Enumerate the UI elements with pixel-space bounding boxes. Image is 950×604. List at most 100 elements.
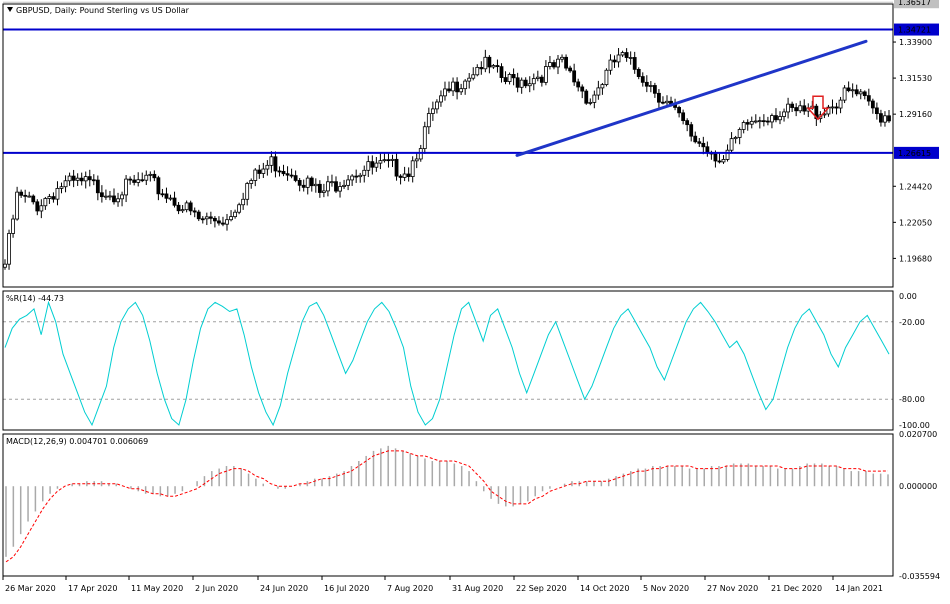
candle-body [124, 178, 128, 196]
price-axis-label: 1.33900 [899, 38, 932, 47]
candle-body [164, 193, 169, 199]
price-axis-label: 1.24420 [899, 182, 932, 191]
candle-body [564, 56, 568, 69]
candle-body [515, 77, 520, 88]
williams-r-pane[interactable]: 0.00 -20.00 -80.00 -100.00 %R(14) -44.73 [3, 292, 930, 430]
candle-body [293, 175, 298, 181]
title-marker-icon [7, 7, 13, 12]
candle-body [766, 120, 770, 123]
candle-body [43, 198, 48, 207]
candle-body [596, 87, 601, 96]
candle-body [136, 179, 141, 183]
candle-body [362, 169, 367, 176]
candle-body [374, 162, 379, 168]
candle-body [467, 77, 472, 82]
candle-body [79, 177, 84, 182]
candle-body [527, 83, 532, 87]
candle-body [644, 81, 649, 87]
candle-body [27, 195, 32, 198]
candle-body [798, 105, 803, 112]
time-axis: 26 Mar 2020 17 Apr 2020 11 May 2020 2 Jun 2… [2, 576, 883, 593]
candle-body [196, 211, 201, 220]
macd-pane[interactable]: 0.020700 0.000000 -0.035594 MACD(12,26,9) 0… [5, 430, 940, 581]
candle-body [749, 121, 754, 125]
candle-body [370, 161, 375, 168]
candle-body [447, 88, 451, 92]
candle-body [701, 142, 706, 148]
candle-body [657, 92, 661, 103]
candle-body [350, 175, 355, 181]
wpr-axis-label: -100.00 [899, 421, 930, 430]
candle-body [713, 153, 718, 162]
candle-body [757, 120, 762, 123]
candle-body [140, 179, 145, 182]
candle-body [116, 198, 120, 203]
candle-body [390, 158, 395, 161]
candle-body [354, 175, 359, 178]
candle-body [838, 99, 843, 109]
level-label: 1.26615 [898, 149, 931, 158]
current-price-tag [894, 0, 939, 9]
price-axis-label: 1.31530 [899, 74, 932, 83]
time-axis-label: 27 Nov 2020 [707, 584, 758, 593]
macd-signal-line[interactable] [5, 450, 889, 563]
current-price-label: 1.36517 [898, 0, 931, 7]
candle-body [426, 113, 431, 128]
candle-body [289, 174, 294, 177]
candle-body [31, 195, 36, 203]
candle-body [495, 65, 500, 68]
level-label-bg [894, 146, 939, 159]
candle-body [612, 59, 617, 63]
candle-body [132, 179, 137, 183]
candle-body [91, 179, 96, 182]
candle-body [507, 74, 512, 82]
candle-body [753, 120, 758, 123]
candle-body [616, 54, 621, 63]
candle-body [398, 175, 403, 178]
candle-body [414, 158, 419, 162]
wpr-axis-label: -20.00 [899, 318, 925, 327]
candle-body [297, 180, 302, 186]
candle-body [394, 158, 399, 177]
pane-frame [2, 3, 894, 288]
candle-body [741, 122, 746, 130]
macd-title: MACD(12,26,9) 0.004701 0.006069 [6, 437, 148, 446]
price-pane[interactable]: 1.34721 1.26615 1.33900 1.31530 1.29160 1.244… [3, 0, 939, 270]
candle-body [422, 126, 427, 149]
candle-body [814, 105, 819, 119]
candle-body [842, 87, 847, 101]
macd-axis-label: -0.035594 [899, 572, 940, 581]
candle-body [733, 137, 738, 140]
candle-body [51, 196, 56, 200]
candle-body [636, 68, 641, 77]
candle-body [681, 112, 686, 122]
candle-body [665, 100, 669, 104]
candle-body [11, 218, 15, 234]
wpr-title: %R(14) -44.73 [6, 294, 64, 303]
candle-body [273, 156, 278, 172]
candle-body [737, 129, 742, 138]
candle-body [338, 186, 342, 192]
down-arrow-icon[interactable] [806, 95, 830, 121]
pane-frame [2, 290, 894, 431]
candle-body [608, 59, 613, 71]
price-axis-label: 1.29160 [899, 110, 932, 119]
candle-body [576, 81, 581, 88]
candle-body [386, 159, 391, 162]
candle-body [866, 95, 871, 102]
candle-body [208, 216, 213, 219]
candle-body [3, 263, 7, 268]
candle-body [858, 91, 863, 95]
trend-line[interactable] [515, 39, 868, 157]
candle-body [761, 120, 766, 123]
candle-body [697, 141, 702, 144]
candle-body [148, 173, 153, 176]
candle-body [475, 66, 480, 76]
wpr-line[interactable] [4, 300, 890, 427]
candle-body [156, 177, 161, 195]
candle-body [778, 116, 782, 121]
candle-body [459, 88, 464, 93]
candle-body [850, 89, 855, 92]
